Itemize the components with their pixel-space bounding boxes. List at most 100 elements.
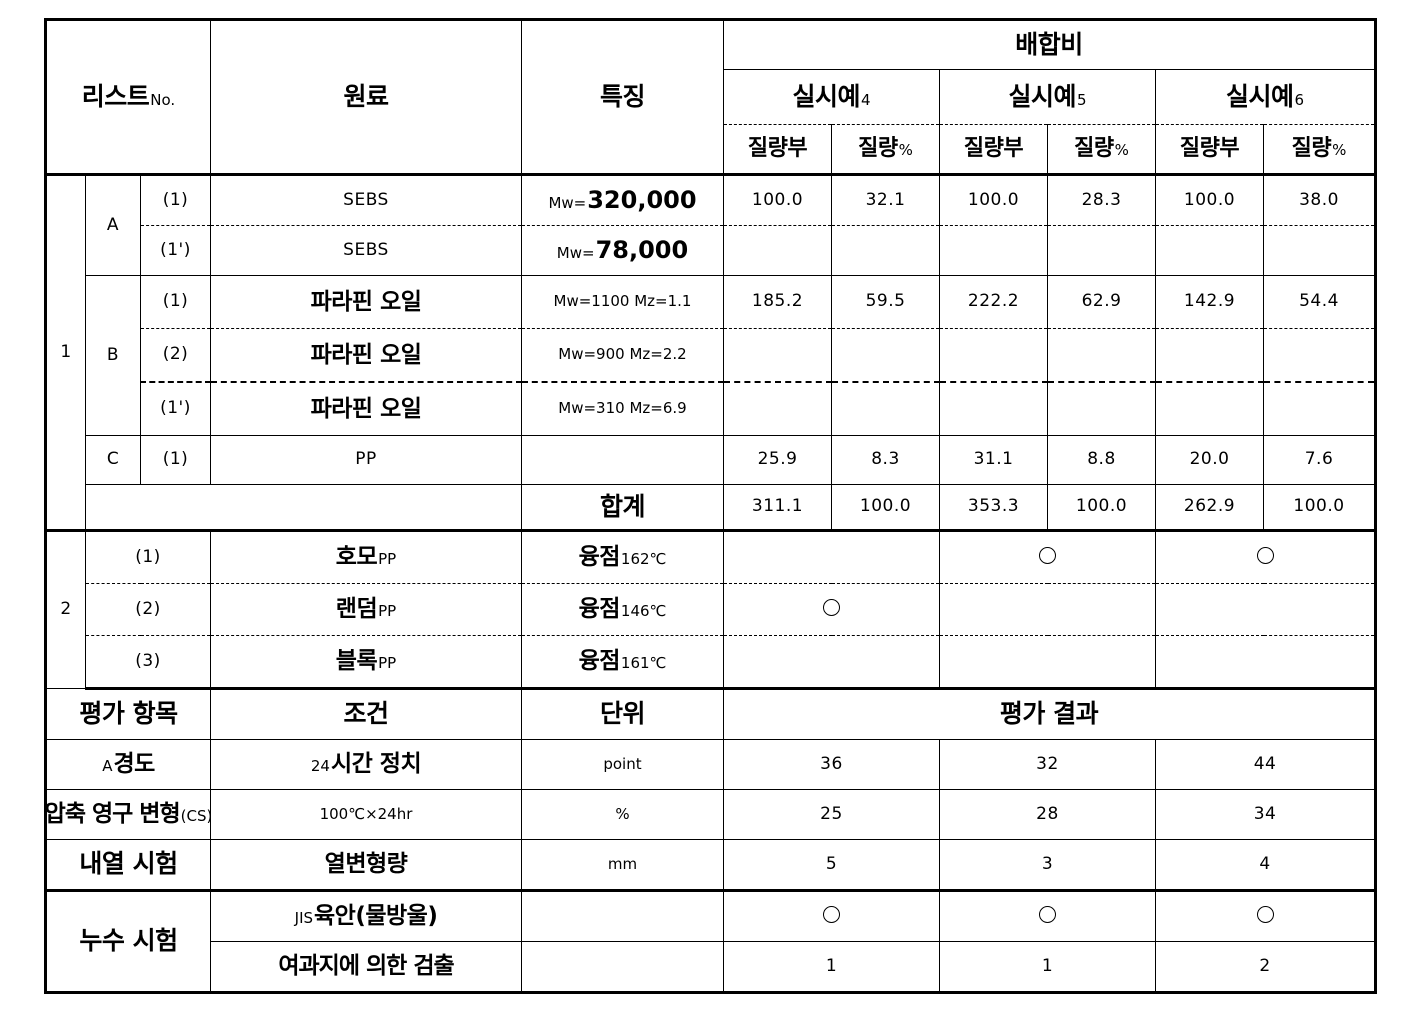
value-cell: 28.3 — [1048, 175, 1156, 226]
value-cell — [724, 382, 832, 436]
value-cell: 20.0 — [1156, 436, 1264, 485]
circle-icon — [1039, 547, 1056, 564]
value-cell — [832, 226, 940, 276]
table-row: 2 (1) 호모 PP 융점 162℃ — [46, 531, 1376, 584]
value-cell — [1264, 329, 1376, 383]
value-cell: 311.1 — [724, 485, 832, 531]
value-cell: 100.0 — [724, 175, 832, 226]
eval-item: A 경도 — [46, 740, 211, 790]
table-row: A 경도 24 시간 정치 point 36 32 44 — [46, 740, 1376, 790]
mark-cell-6 — [1156, 636, 1376, 689]
circle-icon — [1257, 547, 1274, 564]
mark-cell-6 — [1156, 531, 1376, 584]
mark-cell-6 — [1156, 891, 1376, 942]
circle-icon — [1257, 906, 1274, 923]
value-cell: 142.9 — [1156, 276, 1264, 329]
total-row: 합계 311.1 100.0 353.3 100.0 262.9 100.0 — [46, 485, 1376, 531]
eval-condition: 열변형량 — [211, 840, 522, 891]
feature-value: Mw= 78,000 — [522, 226, 724, 276]
table-row: C (1) PP 25.9 8.3 31.1 8.8 20.0 7.6 — [46, 436, 1376, 485]
header-list-no-label: 리스트 — [82, 84, 150, 110]
value-cell — [1048, 382, 1156, 436]
value-cell: 36 — [724, 740, 940, 790]
value-cell: 1 — [724, 942, 940, 993]
header-mass-pct-5: 질량 % — [1048, 125, 1156, 175]
value-cell: 54.4 — [1264, 276, 1376, 329]
eval-item: 내열 시험 — [46, 840, 211, 891]
material-name: PP — [211, 436, 522, 485]
table-row: (1') SEBS Mw= 78,000 — [46, 226, 1376, 276]
value-cell: 8.8 — [1048, 436, 1156, 485]
table-row: 여과지에 의한 검출 1 1 2 — [46, 942, 1376, 993]
value-cell: 8.3 — [832, 436, 940, 485]
mark-cell-5 — [940, 531, 1156, 584]
section2-no: 2 — [46, 531, 86, 689]
mark-cell-5 — [940, 891, 1156, 942]
value-cell — [1264, 382, 1376, 436]
value-cell — [940, 226, 1048, 276]
header-row-1: 리스트 No. 원료 특징 배합비 — [46, 20, 1376, 70]
value-cell: 100.0 — [1048, 485, 1156, 531]
feature-value: Mw=1100 Mz=1.1 — [522, 276, 724, 329]
value-cell: 7.6 — [1264, 436, 1376, 485]
value-cell — [724, 329, 832, 383]
mark-cell-4 — [724, 636, 940, 689]
value-cell: 262.9 — [1156, 485, 1264, 531]
value-cell — [1048, 226, 1156, 276]
eval-unit: % — [522, 790, 724, 840]
table-row: 누수 시험 JIS 육안(물방울) — [46, 891, 1376, 942]
section1-no: 1 — [46, 175, 86, 531]
circle-icon — [823, 906, 840, 923]
value-cell: 34 — [1156, 790, 1376, 840]
value-cell — [940, 329, 1048, 383]
circle-icon — [823, 599, 840, 616]
value-cell: 100.0 — [1264, 485, 1376, 531]
header-ratio-group: 배합비 — [724, 20, 1376, 70]
value-cell: 32 — [940, 740, 1156, 790]
table-sheet: 리스트 No. 원료 특징 배합비 실시예 4 실시예 5 — [0, 0, 1419, 1019]
eval-condition: 여과지에 의한 검출 — [211, 942, 522, 993]
value-cell: 3 — [940, 840, 1156, 891]
eval-unit — [522, 891, 724, 942]
header-mass-pct-4: 질량 % — [832, 125, 940, 175]
value-cell: 44 — [1156, 740, 1376, 790]
material-name: 호모 PP — [211, 531, 522, 584]
value-cell: 353.3 — [940, 485, 1048, 531]
feature-value: Mw= 320,000 — [522, 175, 724, 226]
table-row: (2) 랜덤 PP 융점 146℃ — [46, 584, 1376, 636]
material-name: 파라핀 오일 — [211, 276, 522, 329]
table-row: 압축 영구 변형 (CS) 100℃×24hr % 25 28 34 — [46, 790, 1376, 840]
group-letter-a: A — [86, 175, 141, 276]
value-cell: 31.1 — [940, 436, 1048, 485]
eval-condition: JIS 육안(물방울) — [211, 891, 522, 942]
item-no: (1) — [141, 175, 211, 226]
value-cell: 28 — [940, 790, 1156, 840]
value-cell: 25.9 — [724, 436, 832, 485]
mark-cell-4 — [724, 531, 940, 584]
item-no: (1') — [141, 382, 211, 436]
item-no: (2) — [141, 329, 211, 383]
table-row: (1') 파라핀 오일 Mw=310 Mz=6.9 — [46, 382, 1376, 436]
evaluation-header-row: 평가 항목 조건 단위 평가 결과 — [46, 689, 1376, 740]
feature-value: 융점 162℃ — [522, 531, 724, 584]
formulation-table: 리스트 No. 원료 특징 배합비 실시예 4 실시예 5 — [44, 18, 1377, 994]
value-cell: 59.5 — [832, 276, 940, 329]
header-list-no: 리스트 No. — [46, 20, 211, 175]
eval-item: 누수 시험 — [46, 891, 211, 993]
eval-header-condition: 조건 — [211, 689, 522, 740]
header-example-5: 실시예 5 — [940, 70, 1156, 125]
item-no: (1) — [141, 276, 211, 329]
value-cell: 38.0 — [1264, 175, 1376, 226]
mark-cell-4 — [724, 891, 940, 942]
value-cell: 100.0 — [832, 485, 940, 531]
group-letter-b: B — [86, 276, 141, 436]
eval-item: 압축 영구 변형 (CS) — [46, 790, 211, 840]
eval-unit: point — [522, 740, 724, 790]
value-cell: 185.2 — [724, 276, 832, 329]
value-cell — [940, 382, 1048, 436]
eval-header-result: 평가 결과 — [724, 689, 1376, 740]
table-row: (2) 파라핀 오일 Mw=900 Mz=2.2 — [46, 329, 1376, 383]
feature-value: 융점 161℃ — [522, 636, 724, 689]
item-no: (1) — [86, 531, 211, 584]
header-feature: 특징 — [522, 20, 724, 175]
